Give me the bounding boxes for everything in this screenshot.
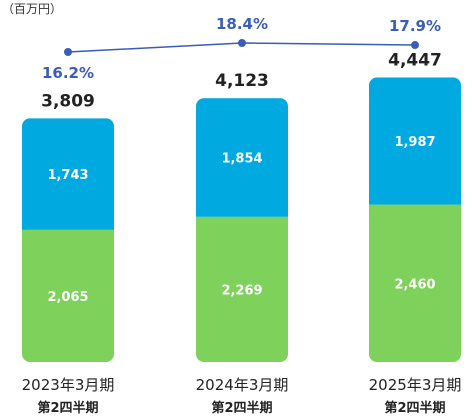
bottom-value-label: 2,065 xyxy=(47,290,88,305)
bar-segment-bottom xyxy=(369,204,461,362)
bar-segment-top xyxy=(22,118,114,230)
total-value-label: 4,123 xyxy=(215,71,269,91)
top-value-label: 1,743 xyxy=(47,168,88,183)
category-sublabel: 第2四半期 xyxy=(384,400,445,416)
ratio-label: 16.2% xyxy=(42,64,94,82)
category-sublabel: 第2四半期 xyxy=(211,400,272,416)
bar-segment-bottom xyxy=(22,229,114,362)
total-value-label: 4,447 xyxy=(388,50,442,70)
ratio-label: 18.4% xyxy=(216,15,268,33)
ratio-point xyxy=(238,39,246,47)
category-label: 2024年3月期 xyxy=(196,376,289,394)
bottom-value-label: 2,460 xyxy=(394,277,435,292)
bar-segment-bottom xyxy=(196,216,288,362)
top-value-label: 1,987 xyxy=(394,135,435,150)
ratio-label: 17.9% xyxy=(389,17,441,35)
bar-segment-top xyxy=(196,98,288,217)
top-value-label: 1,854 xyxy=(221,151,262,166)
bottom-value-label: 2,269 xyxy=(221,283,262,298)
bar-segment-top xyxy=(369,77,461,205)
unit-label: （百万円） xyxy=(2,2,63,16)
category-label: 2023年3月期 xyxy=(22,376,115,394)
category-label: 2025年3月期 xyxy=(369,376,462,394)
ratio-point xyxy=(411,41,419,50)
total-value-label: 3,809 xyxy=(41,91,95,111)
ratio-point xyxy=(64,48,72,56)
category-sublabel: 第2四半期 xyxy=(37,400,98,416)
